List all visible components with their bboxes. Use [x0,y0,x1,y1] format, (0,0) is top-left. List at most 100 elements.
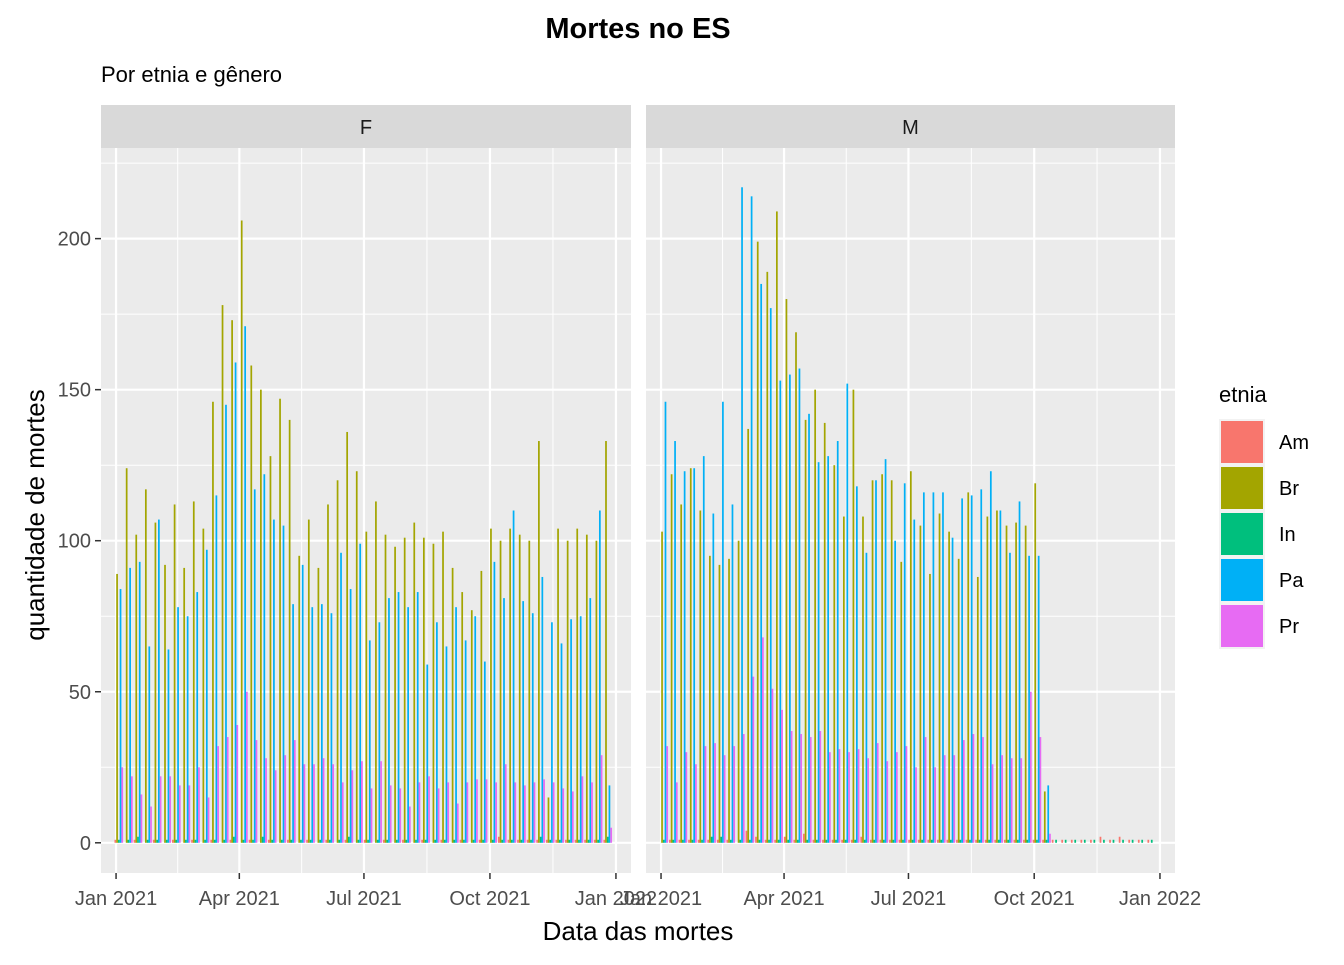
bar-F-In [137,836,139,843]
bar-F-Am [507,839,510,843]
bar-M-Am [879,839,882,843]
bar-M-In [662,839,665,843]
bar-M-In [1103,839,1105,843]
bar-M-Br [842,516,845,843]
bar-F-Pa [244,326,247,843]
bar-M-Br [670,474,673,843]
bar-F-Br [585,534,588,843]
bar-M-Br [747,428,750,843]
bar-F-Pa [455,607,457,843]
bar-M-Am [774,839,777,843]
bar-F-Br [566,540,569,843]
bar-F-Am [555,839,558,843]
bar-M-Pa [836,441,839,843]
bar-F-Br [480,570,483,843]
bar-M-Am [1023,839,1025,843]
bar-F-Br [576,528,579,843]
bar-F-In [491,839,494,843]
bar-M-In [1150,839,1153,843]
bar-F-In [280,839,283,843]
bar-F-Pa [493,561,496,843]
bar-M-Pa [769,308,772,843]
bar-F-In [348,836,350,843]
bar-M-In [691,839,694,843]
bar-F-Br [384,534,387,843]
bar-M-In [1036,839,1038,843]
bar-F-Br [307,519,310,843]
bar-F-In [261,836,264,843]
bar-M-Br [776,211,778,843]
bar-F-Br [298,555,301,843]
bar-M-Br [1015,522,1017,843]
bar-F-In [185,839,187,843]
bar-M-Am [831,839,834,843]
bar-F-In [319,839,321,843]
bar-F-Pa [177,607,179,843]
bar-M-Am [802,833,805,843]
bar-M-In [978,839,981,843]
bar-M-Am [1061,839,1064,843]
legend-label-Pa: Pa [1279,570,1304,592]
legend-label-Am: Am [1279,432,1309,454]
bar-F-Pr [495,782,497,843]
legend-entries: Am Br In Pa Pr [1219,419,1309,649]
bar-M-In [787,839,790,843]
bar-M-Pa [760,283,763,843]
bar-M-Pa [989,471,992,843]
bar-F-Pr [130,776,133,843]
bar-F-In [443,839,446,843]
bar-M-Am [716,839,719,843]
bar-F-Pr [370,788,373,843]
bar-F-Pa [234,362,237,843]
bar-F-Br [327,504,329,843]
facet-strip-label: M [902,117,919,139]
bar-F-Pr [265,758,267,843]
bar-M-Pr [695,764,697,843]
bar-F-Am [574,839,577,843]
bar-F-Br [269,456,272,843]
bar-F-Pa [282,525,285,843]
bar-M-Pr [714,743,716,843]
bar-F-Am [593,839,596,843]
bar-M-Am [869,839,872,843]
bar-M-Pr [809,737,812,843]
bar-F-Pr [255,740,258,843]
bar-F-Pr [476,779,478,843]
bar-M-In [777,839,780,843]
bar-M-Pa [922,492,925,843]
bar-F-Pa [378,622,381,843]
bar-F-Am [565,839,567,843]
bar-M-Pr [1010,758,1013,843]
bar-F-Br [432,543,435,843]
bar-F-In [338,839,341,843]
bar-M-Pa [693,468,696,843]
bar-F-Pr [456,803,459,843]
bar-M-Pr [800,734,803,843]
bar-M-Br [919,525,922,843]
bar-M-Pr [915,767,917,843]
bar-M-Pr [762,637,764,843]
bar-M-Am [936,839,939,843]
bar-M-Br [1043,791,1046,843]
bar-F-In [300,839,302,843]
bar-M-Br [699,510,702,843]
x-tick-label: Jul 2021 [871,888,947,910]
bar-F-Pa [474,616,477,843]
bar-F-Pa [129,567,131,843]
bar-M-Pa [827,456,830,843]
bar-M-Br [957,558,960,843]
bar-M-Br [823,422,826,843]
bar-M-Am [994,839,997,843]
bar-M-In [1016,839,1019,843]
bar-M-Am [678,839,681,843]
bar-F-Pr [533,782,536,843]
bar-M-In [1007,839,1010,843]
bar-M-In [873,839,876,843]
bar-F-Br [202,528,205,843]
bar-F-Am [306,839,308,843]
bar-M-In [1093,839,1096,843]
x-tick-label: Apr 2021 [743,888,824,910]
bar-F-Pr [351,770,354,843]
bar-M-Pr [1049,833,1051,843]
bar-F-Am [497,836,500,843]
